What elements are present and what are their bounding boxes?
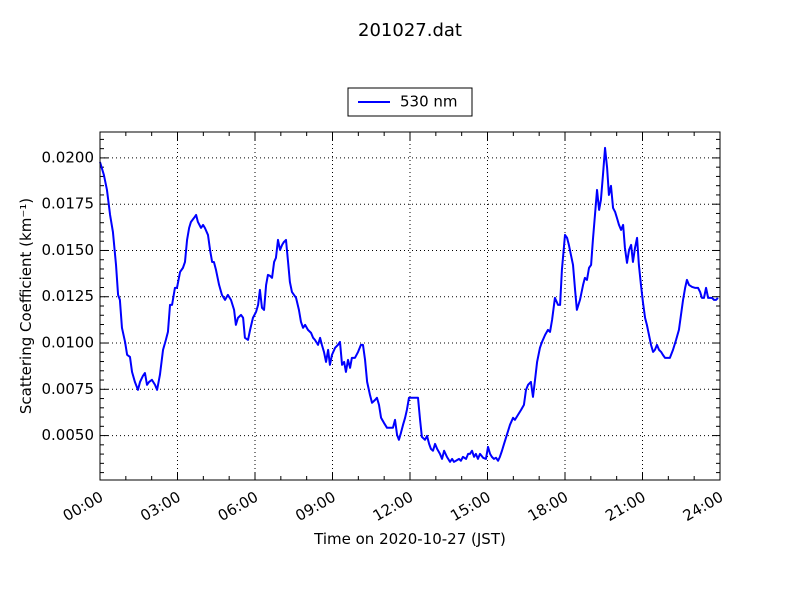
data-line — [99, 146, 719, 463]
y-tick-label: 0.0050 — [42, 426, 95, 444]
y-tick-label: 0.0075 — [42, 380, 95, 398]
y-tick-label: 0.0100 — [42, 334, 95, 352]
chart-title: 201027.dat — [358, 20, 462, 41]
y-tick-label: 0.0150 — [42, 241, 95, 259]
y-tick-label: 0.0175 — [42, 195, 95, 213]
y-axis-label: Scattering Coefficient (km⁻¹) — [17, 198, 35, 414]
x-axis-label: Time on 2020-10-27 (JST) — [313, 530, 506, 548]
plot-frame — [99, 131, 721, 481]
y-tick-label: 0.0125 — [42, 287, 95, 305]
y-tick-label: 0.0200 — [42, 148, 95, 166]
legend-label: 530 nm — [400, 93, 458, 111]
